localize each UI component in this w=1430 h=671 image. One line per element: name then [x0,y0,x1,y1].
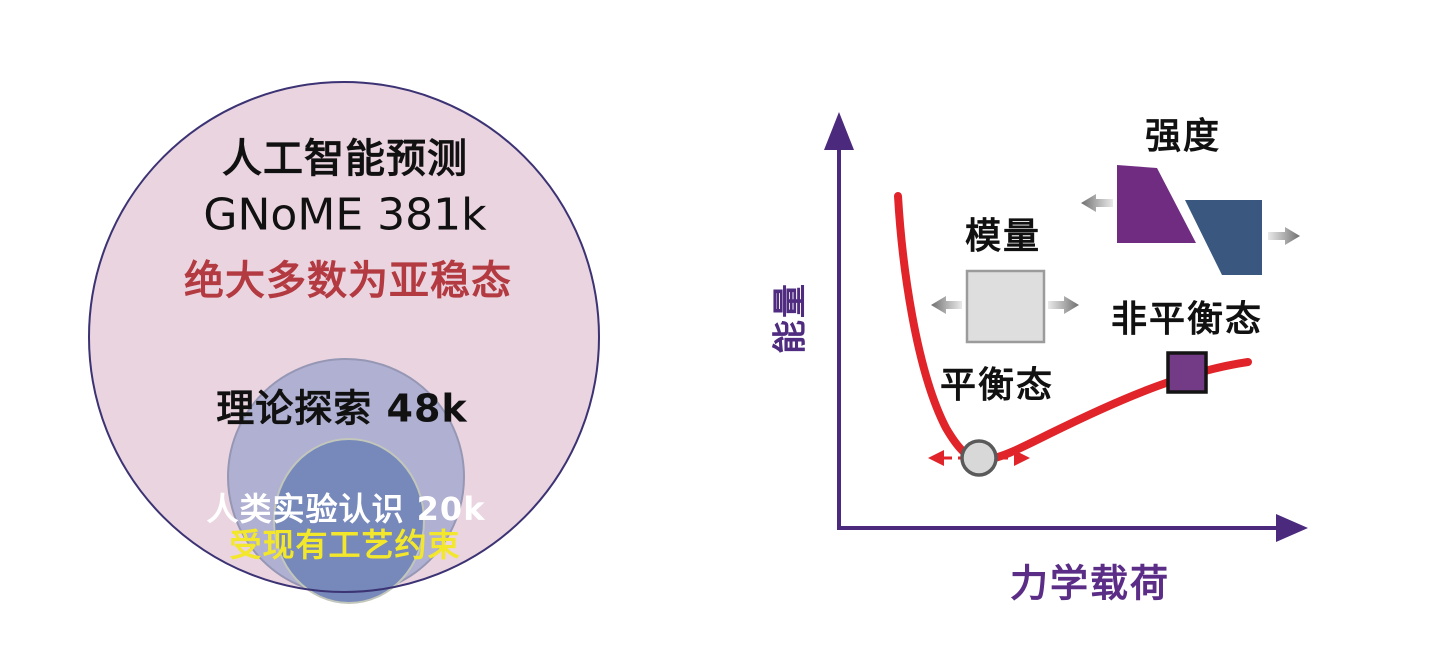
strength-illustration [1081,165,1300,275]
outer-circle-border-ring [88,81,600,593]
inner-circle-line1: 人类实验认识 20k [206,490,486,528]
x-axis-label: 力学载荷 [1009,561,1171,606]
outer-circle-note: 绝大多数为亚稳态 [184,258,512,304]
y-axis-arrowhead-icon [824,112,854,150]
modulus-illustration [931,269,1079,344]
outer-circle-title: 人工智能预测 [222,136,468,182]
oscillation-left-arrowhead-icon [928,450,944,466]
inner-circle-line2: 受现有工艺约束 [229,526,461,564]
middle-circle-label: 理论探索 48k [216,386,468,431]
nonequilibrium-marker [1166,351,1208,394]
modulus-left-arrow-icon [931,296,962,314]
outer-circle-subtitle: GNoME 381k [203,189,487,241]
y-axis-label: 能量 [770,282,811,354]
strength-label: 强度 [1144,116,1222,157]
strength-left-block [1117,165,1196,243]
strength-left-arrow-icon [1081,194,1113,212]
modulus-square [965,269,1046,344]
strength-right-arrow-icon [1268,227,1300,245]
strength-right-block [1185,200,1262,275]
axes [824,112,1308,542]
equilibrium-label: 平衡态 [939,365,1055,406]
modulus-right-arrow-icon [1048,296,1079,314]
modulus-label: 模量 [964,216,1042,257]
nonequilibrium-label: 非平衡态 [1110,299,1264,340]
x-axis-arrowhead-icon [1276,514,1308,542]
oscillation-right-arrowhead-icon [1014,450,1030,466]
equilibrium-marker [960,439,998,477]
